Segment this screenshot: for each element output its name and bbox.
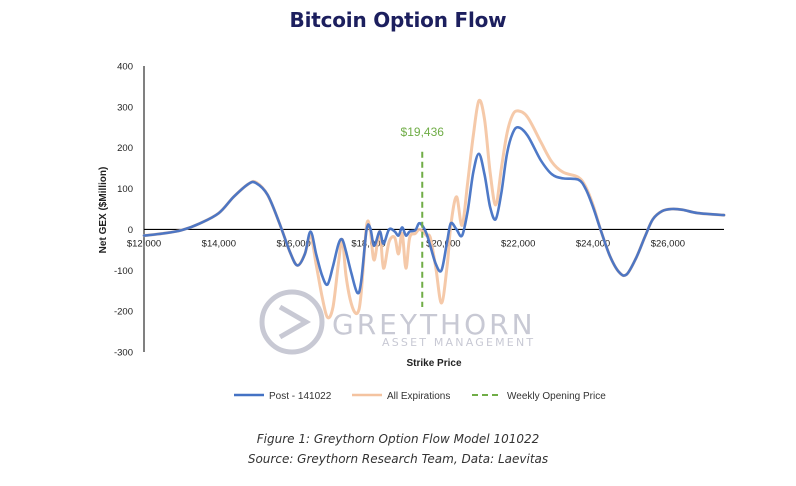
- x-axis-title: Strike Price: [406, 358, 461, 369]
- legend-label-post: Post - 141022: [269, 391, 332, 402]
- watermark: GREYTHORN ASSET MANAGEMENT: [259, 289, 536, 355]
- chart-svg: GREYTHORN ASSET MANAGEMENT 400 300 200 100 0…: [98, 62, 726, 402]
- y-axis-title: Net GEX ($Million): [98, 167, 109, 254]
- series-line-post: [142, 125, 726, 295]
- x-tick-label: $22,000: [501, 238, 535, 249]
- x-axis-ticks: $12,000 $14,000 $16,000 $18,000 $20,000 $22,0…: [127, 238, 685, 249]
- watermark-logo: [259, 289, 325, 355]
- y-tick-label: 0: [128, 225, 133, 236]
- y-tick-label: 200: [117, 143, 133, 154]
- x-tick-label: $18,000: [351, 238, 385, 249]
- x-tick-label: $14,000: [202, 238, 236, 249]
- source-caption: Source: Greythorn Research Team, Data: L…: [247, 452, 549, 466]
- y-tick-label: -300: [114, 348, 133, 359]
- x-tick-label: $20,000: [426, 238, 460, 249]
- figure-caption: Figure 1: Greythorn Option Flow Model 10…: [256, 432, 540, 446]
- x-tick-label: $16,000: [277, 238, 311, 249]
- legend-label-weekly: Weekly Opening Price: [507, 391, 606, 402]
- y-tick-label: 300: [117, 102, 133, 113]
- weekly-opening-price-label: $19,436: [401, 125, 445, 139]
- y-tick-label: 400: [117, 62, 133, 73]
- y-tick-label: 100: [117, 184, 133, 195]
- legend: Post - 141022 All Expirations Weekly Ope…: [234, 391, 606, 402]
- y-tick-label: -200: [114, 307, 133, 318]
- axes: [143, 66, 724, 352]
- reference-line-group: $19,436: [401, 125, 445, 308]
- y-tick-label: -100: [114, 266, 133, 277]
- legend-label-all: All Expirations: [387, 391, 450, 402]
- x-tick-label: $12,000: [127, 238, 161, 249]
- y-axis-ticks: 400 300 200 100 0 -100 -200 -300: [114, 62, 133, 359]
- x-tick-label: $26,000: [651, 238, 685, 249]
- chart-title: Bitcoin Option Flow: [289, 8, 507, 32]
- watermark-sub: ASSET MANAGEMENT: [382, 336, 535, 349]
- x-tick-label: $24,000: [576, 238, 610, 249]
- watermark-name: GREYTHORN: [332, 308, 536, 341]
